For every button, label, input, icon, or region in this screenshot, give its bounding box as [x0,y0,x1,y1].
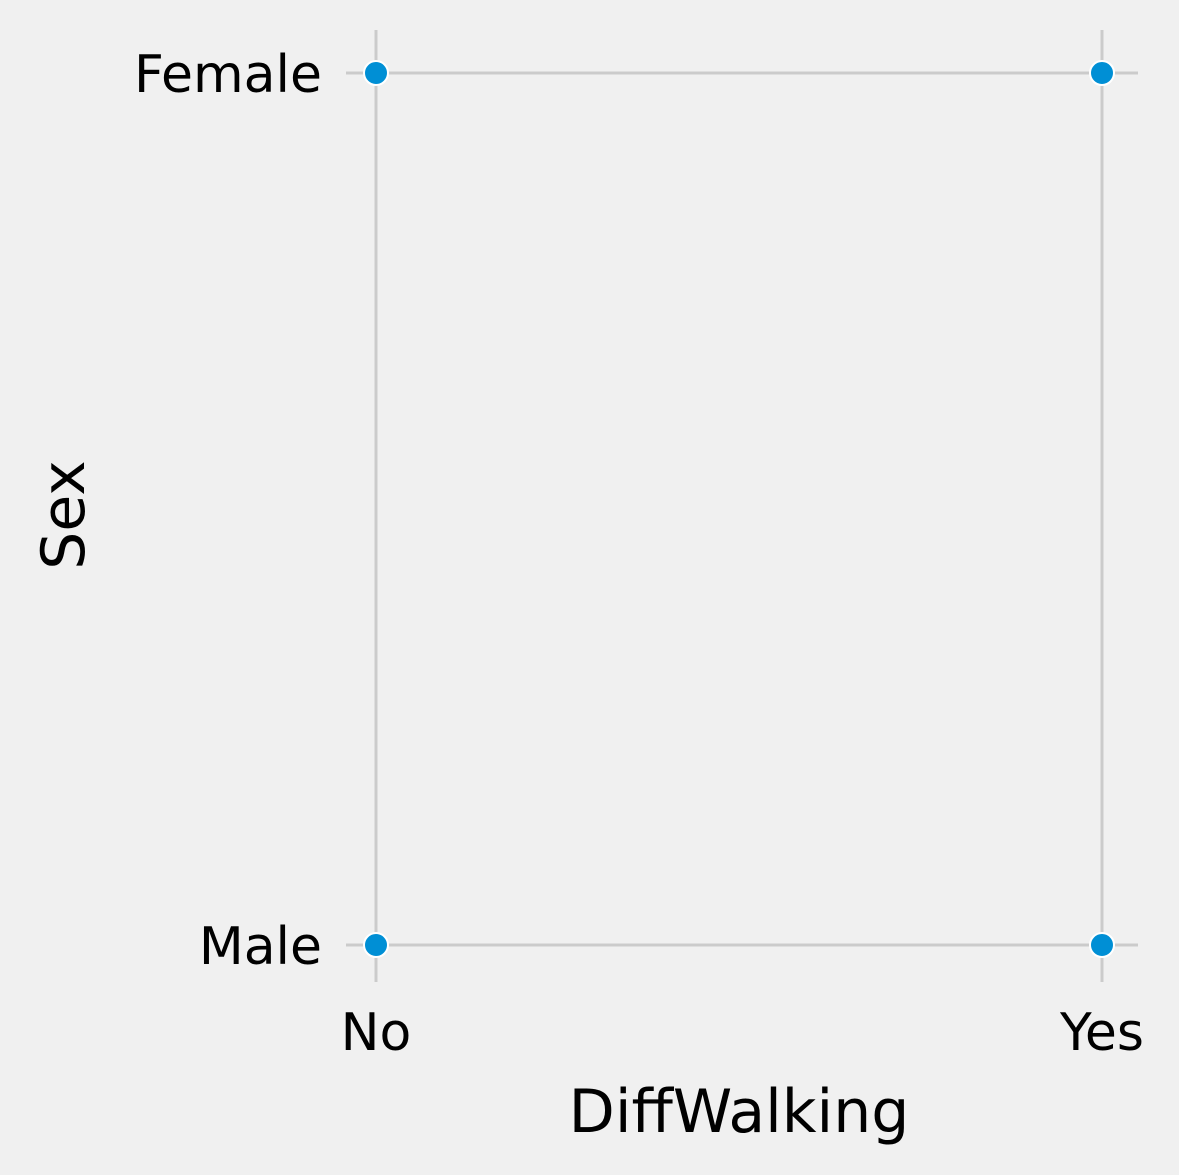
y-axis-label: Sex [29,460,99,569]
data-point-no-female [363,60,389,86]
data-point-no-male [363,932,389,958]
grid-layer [346,30,1138,982]
y-tick-labels: Male Female [134,45,322,977]
data-point-yes-male [1089,932,1115,958]
y-tick-label-male: Male [199,917,322,977]
x-tick-label-no: No [341,1003,412,1063]
data-point-yes-female [1089,60,1115,86]
x-tick-label-yes: Yes [1059,1003,1144,1063]
x-axis-label: DiffWalking [569,1077,910,1147]
y-tick-label-female: Female [134,45,322,105]
x-tick-labels: No Yes [341,1003,1144,1063]
points-layer [363,60,1115,958]
